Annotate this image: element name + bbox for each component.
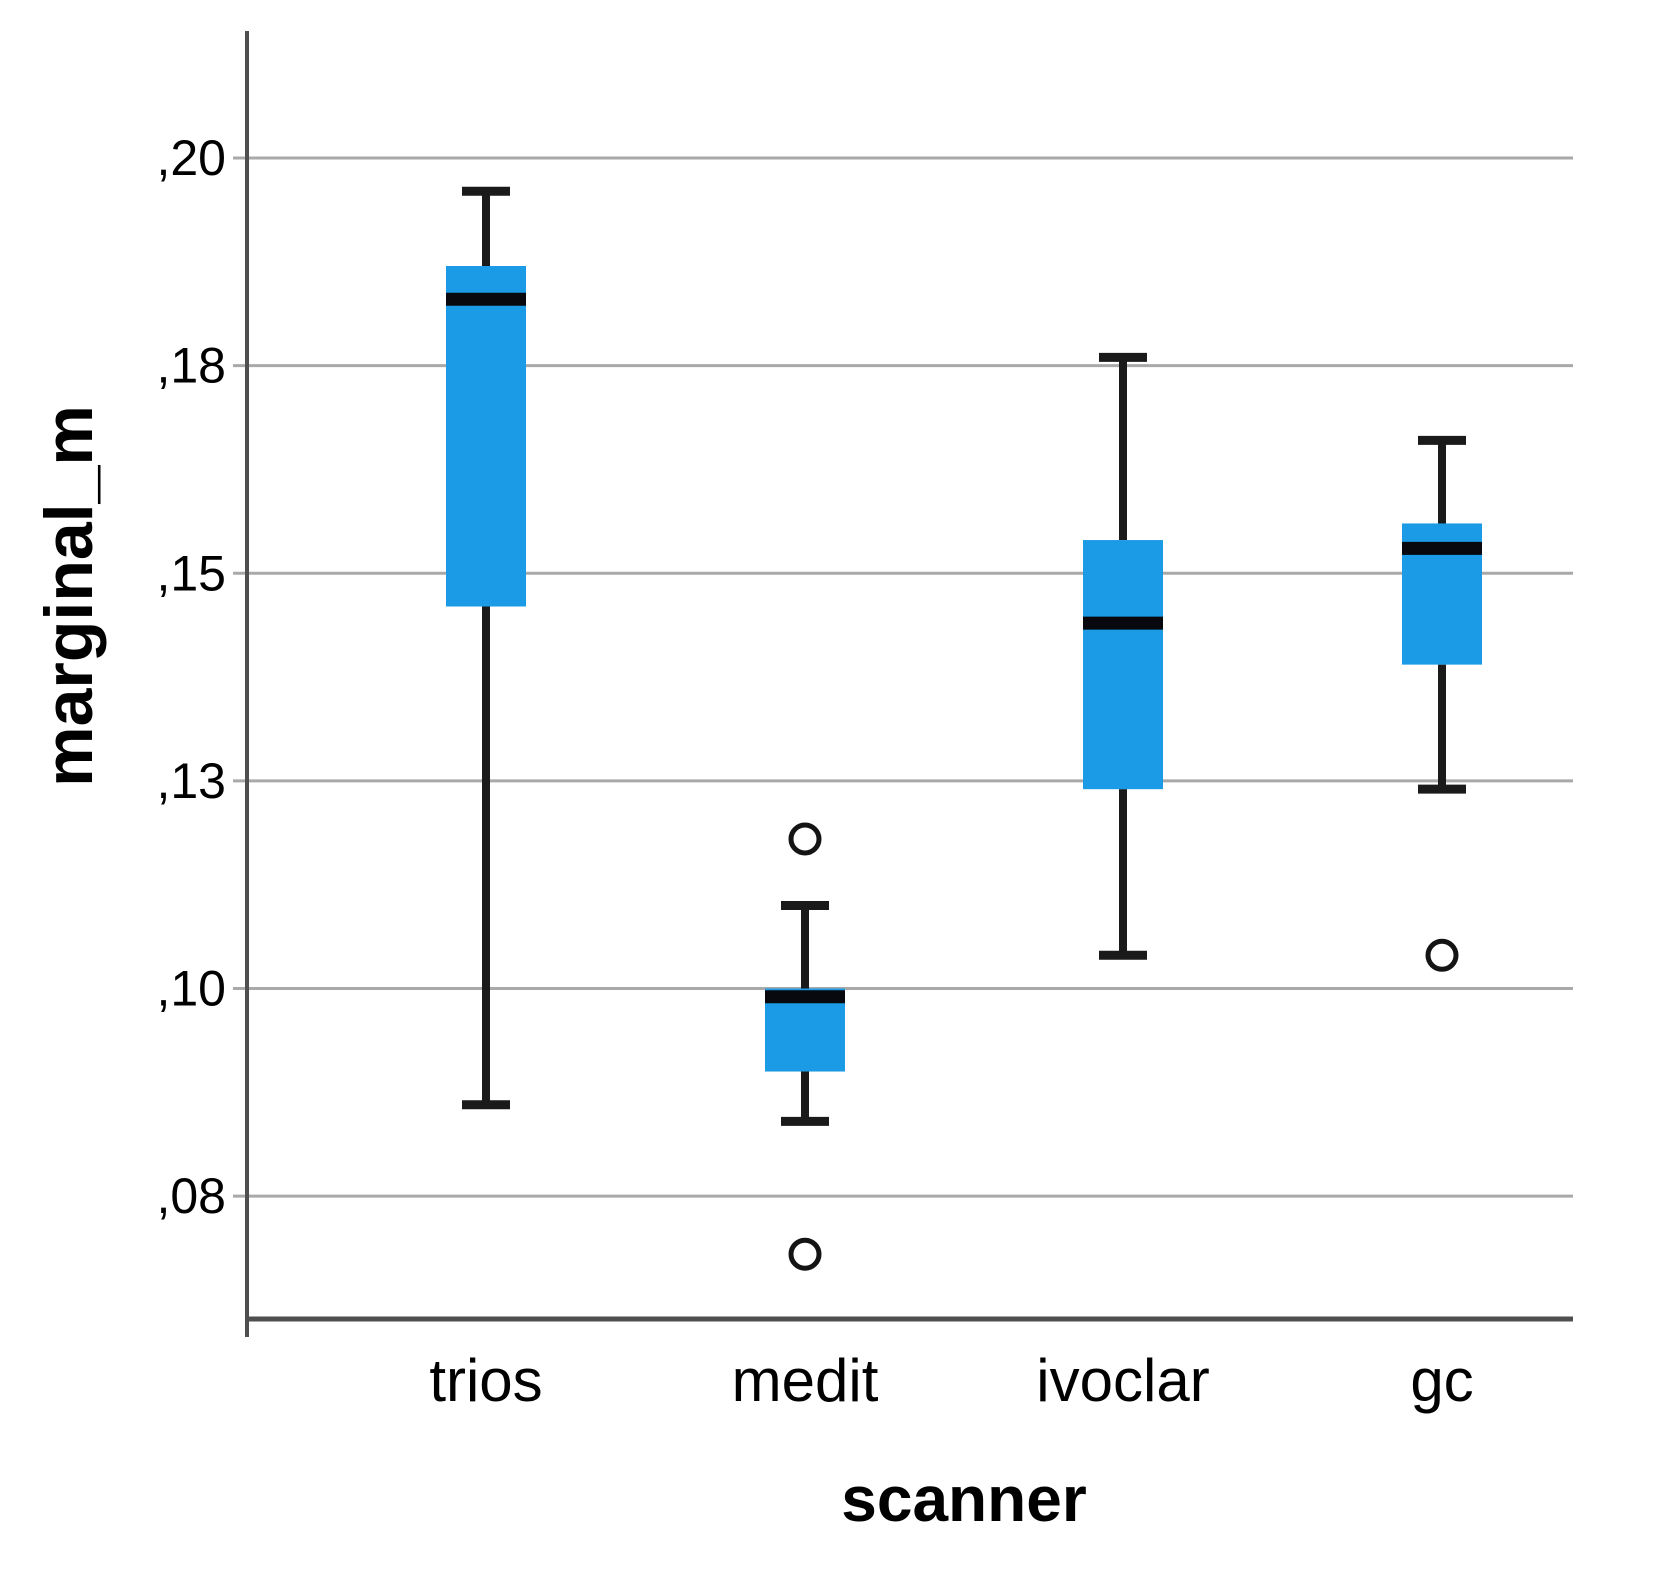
x-axis-title: scanner <box>841 1463 1086 1535</box>
y-tick-label: ,08 <box>156 1168 226 1224</box>
box-ivoclar <box>1083 540 1163 790</box>
outlier-medit <box>788 1237 822 1271</box>
outlier-medit <box>788 822 822 856</box>
y-tick-label: ,15 <box>156 545 226 601</box>
x-category-label-ivoclar: ivoclar <box>1036 1347 1209 1414</box>
figure-background <box>40 16 1663 1561</box>
y-tick-label: ,18 <box>156 338 226 394</box>
outlier-gc <box>1425 938 1459 972</box>
boxplot-figure: ,20 ,18 ,15 ,13 ,10 ,08 trios medit ivoclar gc sca… <box>40 16 1663 1561</box>
y-tick-label: ,20 <box>156 130 226 186</box>
y-tick-label: ,13 <box>156 753 226 809</box>
x-category-label-medit: medit <box>732 1347 879 1414</box>
x-category-label-trios: trios <box>429 1347 542 1414</box>
box-trios <box>446 266 526 607</box>
y-axis-title: marginal_m <box>40 405 107 787</box>
x-category-label-gc: gc <box>1410 1347 1473 1414</box>
boxplot-canvas: ,20 ,18 ,15 ,13 ,10 ,08 trios medit ivoclar gc sca… <box>40 16 1663 1561</box>
y-tick-label: ,10 <box>156 960 226 1016</box>
